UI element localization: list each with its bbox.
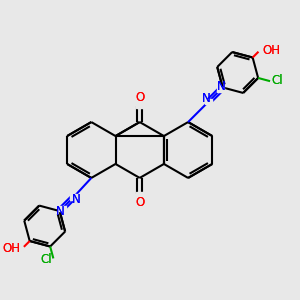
Text: N: N — [217, 80, 226, 93]
Text: Cl: Cl — [272, 74, 283, 87]
Text: O: O — [135, 92, 144, 104]
Bar — [58, 206, 66, 212]
Text: N: N — [202, 92, 211, 105]
Text: N: N — [217, 80, 226, 93]
Text: OH: OH — [2, 242, 20, 254]
Text: OH: OH — [2, 242, 20, 254]
Bar — [205, 99, 212, 104]
Text: N: N — [202, 92, 211, 105]
Text: Cl: Cl — [40, 253, 52, 266]
Text: N: N — [72, 194, 80, 206]
Text: N: N — [72, 194, 80, 206]
Text: Cl: Cl — [272, 74, 283, 87]
Bar — [136, 192, 143, 196]
Text: OH: OH — [262, 44, 280, 57]
Text: O: O — [135, 196, 144, 208]
Text: O: O — [135, 196, 144, 208]
Text: O: O — [135, 92, 144, 104]
Bar — [70, 194, 77, 200]
Bar — [217, 87, 224, 92]
Text: N: N — [56, 205, 65, 218]
Bar — [136, 104, 143, 108]
Text: N: N — [56, 205, 65, 218]
Text: OH: OH — [262, 44, 280, 57]
Text: Cl: Cl — [40, 253, 52, 266]
